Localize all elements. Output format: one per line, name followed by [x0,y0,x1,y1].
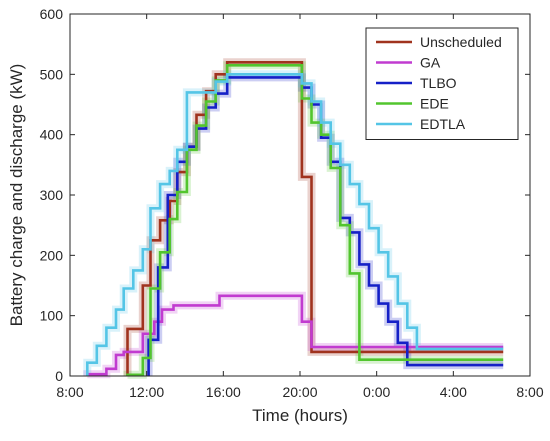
legend-label: Unscheduled [420,34,502,50]
legend-label: GA [420,55,441,71]
y-axis-title: Battery charge and discharge (kW) [7,64,26,327]
legend-label: TLBO [420,75,457,91]
series-line-edtla [86,73,504,376]
y-tick-label: 200 [40,247,64,263]
x-tick-label: 8:00 [516,384,543,400]
x-axis: 8:00 12:00 16:00 20:00 0:00 4:00 8:00 [56,14,544,400]
legend-label: EDTLA [420,116,466,132]
x-tick-label: 4:00 [440,384,467,400]
y-tick-label: 600 [40,6,64,22]
series-line-ga [86,294,504,376]
series-layer [86,61,504,377]
x-tick-label: 8:00 [56,384,83,400]
y-tick-label: 100 [40,308,64,324]
x-tick-label: 12:00 [129,384,164,400]
x-axis-title: Time (hours) [252,406,348,425]
y-tick-label: 400 [40,127,64,143]
y-axis: 0 100 200 300 400 500 600 [40,6,530,384]
y-tick-label: 0 [55,368,63,384]
series-line-ede [126,64,504,377]
x-tick-label: 0:00 [363,384,390,400]
x-tick-label: 20:00 [282,384,317,400]
x-tick-label: 16:00 [206,384,241,400]
legend-label: EDE [420,96,449,112]
y-tick-label: 500 [40,66,64,82]
y-tick-label: 300 [40,187,64,203]
legend: Unscheduled GA TLBO EDE EDTLA [365,27,519,140]
